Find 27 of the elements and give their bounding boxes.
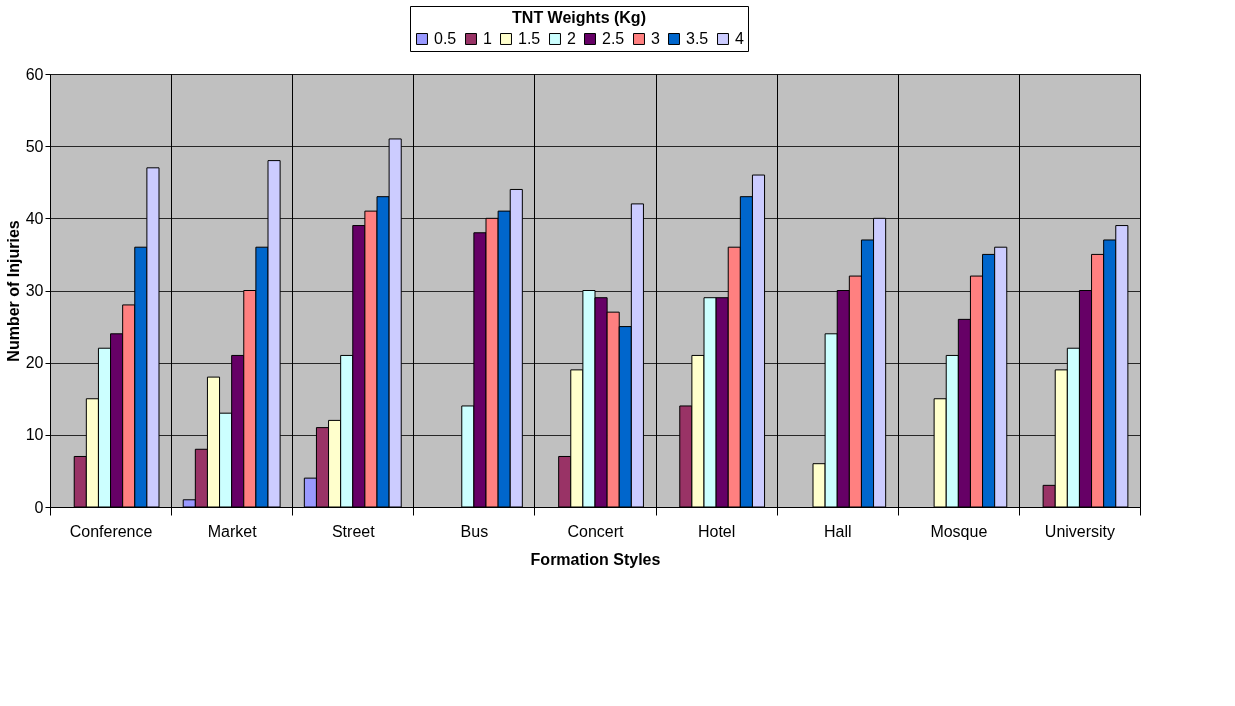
- x-tick-label: Hall: [823, 522, 852, 540]
- legend-label: 4: [735, 30, 744, 47]
- x-tick-label: University: [1044, 522, 1116, 540]
- y-tick-label: 60: [25, 65, 44, 83]
- legend-title: TNT Weights (Kg): [512, 9, 646, 26]
- legend-label: 2: [567, 30, 576, 47]
- y-tick-label: 0: [34, 498, 44, 516]
- legend-label: 3: [651, 30, 660, 47]
- x-tick-label: Market: [207, 522, 258, 540]
- x-tick-label: Concert: [567, 522, 625, 540]
- x-tick-label: Street: [331, 522, 376, 540]
- y-tick-label: 30: [25, 282, 44, 299]
- y-tick-label: 40: [25, 209, 44, 227]
- legend-label: 2.5: [602, 30, 625, 47]
- legend-label: 3.5: [686, 30, 709, 47]
- y-tick-label: 50: [25, 137, 44, 155]
- legend-label: 1.5: [518, 30, 541, 47]
- legend-label: 1: [483, 30, 492, 47]
- y-tick-label: 10: [25, 426, 44, 444]
- legend-label: 0.5: [434, 30, 457, 47]
- x-tick-label: Mosque: [930, 522, 988, 540]
- x-tick-label: Bus: [460, 522, 489, 540]
- y-tick-label: 20: [25, 354, 44, 372]
- x-tick-label: Hotel: [697, 522, 736, 540]
- x-axis-title: Formation Styles: [530, 550, 661, 568]
- x-tick-label: Conference: [69, 522, 153, 540]
- y-axis-title: Number of Injuries: [4, 220, 22, 362]
